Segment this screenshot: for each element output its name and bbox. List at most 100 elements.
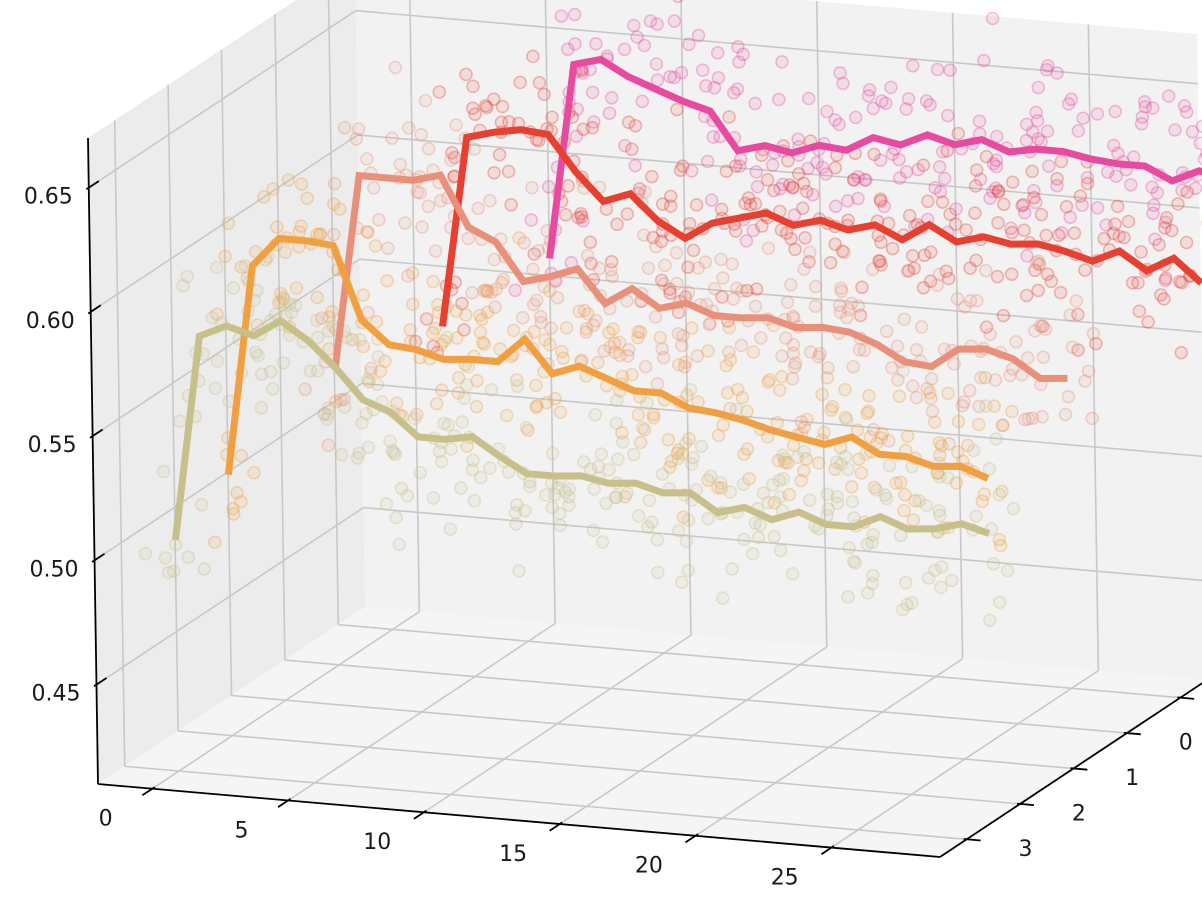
scatter-point [471, 201, 485, 216]
grid-x-back [951, 12, 964, 659]
scatter-point [921, 571, 936, 585]
scatter-point [932, 160, 947, 174]
scatter-point [885, 147, 900, 161]
scatter-point [846, 360, 861, 374]
scatter-point [661, 432, 676, 447]
scatter-point [617, 42, 632, 57]
scatter-point [815, 387, 829, 402]
scatter-point [762, 373, 777, 387]
scatter-point [230, 486, 244, 500]
scatter-point [941, 271, 956, 286]
scatter-point [808, 299, 823, 314]
scatter-point [1159, 210, 1174, 225]
scatter-point [273, 286, 288, 301]
scatter-point [451, 371, 466, 385]
scatter-point [725, 562, 739, 576]
scatter-point [861, 404, 876, 419]
scatter-point [670, 446, 685, 460]
scatter-point [974, 371, 988, 385]
scatter-point [848, 110, 863, 125]
scatter-point [1106, 226, 1121, 241]
scatter-point [959, 223, 973, 237]
scatter-point [800, 412, 814, 427]
scatter-point [740, 283, 754, 298]
scatter-point [495, 275, 509, 290]
scatter-point [776, 177, 790, 192]
scatter-point [413, 465, 427, 480]
scatter-point [797, 420, 811, 435]
scatter-point [977, 487, 992, 501]
scatter-point [524, 213, 539, 227]
scatter-point [1032, 257, 1047, 271]
scatter-point [664, 454, 679, 468]
scatter-point [466, 453, 480, 468]
y-tick [963, 838, 981, 842]
scatter-point [607, 336, 622, 351]
scatter-point [461, 231, 476, 246]
scatter-point [576, 214, 590, 228]
scatter-point [389, 510, 403, 525]
scatter-point [1050, 172, 1064, 186]
scatter-point [911, 162, 925, 177]
scatter-point [927, 415, 942, 429]
scatter-point [671, 326, 686, 341]
scatter-point [672, 0, 684, 4]
scatter-point [1135, 110, 1150, 124]
scatter-point [788, 356, 803, 370]
scatter-point [444, 442, 458, 456]
scatter-point [631, 408, 646, 422]
scatter-point [633, 435, 648, 450]
scatter-point [1021, 412, 1036, 426]
scatter-point [716, 418, 730, 432]
scatter-point [829, 455, 844, 469]
scatter-point [351, 122, 366, 136]
x-tick [820, 845, 835, 855]
scatter-point [313, 227, 328, 241]
scatter-point [985, 11, 1000, 26]
scatter-point [364, 365, 378, 380]
grid-y-floor [338, 623, 1181, 699]
scatter-point [529, 378, 543, 393]
scatter-point [334, 448, 349, 462]
scatter-point [878, 96, 893, 111]
scatter-point [1051, 228, 1066, 243]
scatter-point [906, 59, 920, 73]
scatter-point [1004, 221, 1018, 235]
scatter-point [778, 455, 792, 469]
scatter-point [896, 602, 910, 617]
scatter-point [955, 398, 970, 413]
y-tick-label: 2 [1072, 801, 1086, 826]
scatter-point [853, 308, 868, 323]
scatter-point [784, 231, 798, 246]
scatter-point [459, 308, 473, 322]
grid-y-side [113, 120, 126, 767]
scatter-point [884, 80, 898, 95]
scatter-point [1020, 249, 1034, 263]
scatter-point [208, 381, 223, 395]
scatter-point [1180, 185, 1194, 199]
scatter-point [1148, 232, 1162, 246]
scatter-point [631, 325, 646, 339]
scatter-point [940, 108, 955, 123]
scatter-point [508, 283, 522, 298]
scatter-point [611, 452, 625, 466]
scatter-point [681, 285, 696, 300]
scatter-point [322, 310, 337, 324]
scatter-point [1174, 275, 1189, 290]
scatter-point [943, 207, 957, 222]
scatter-point [990, 269, 1005, 284]
scatter-point [942, 436, 956, 451]
scatter-point [604, 91, 619, 105]
scatter-point [865, 535, 879, 550]
scatter-point [989, 181, 1003, 195]
scatter-point [655, 197, 670, 211]
scatter-point [531, 243, 545, 258]
scatter-point [923, 274, 938, 289]
scatter-point [1125, 276, 1140, 290]
scatter-point [819, 167, 833, 181]
scatter-point [741, 191, 756, 205]
scatter-point [737, 532, 751, 547]
y-tick-label: 3 [1019, 837, 1033, 862]
scatter-point [418, 93, 433, 108]
